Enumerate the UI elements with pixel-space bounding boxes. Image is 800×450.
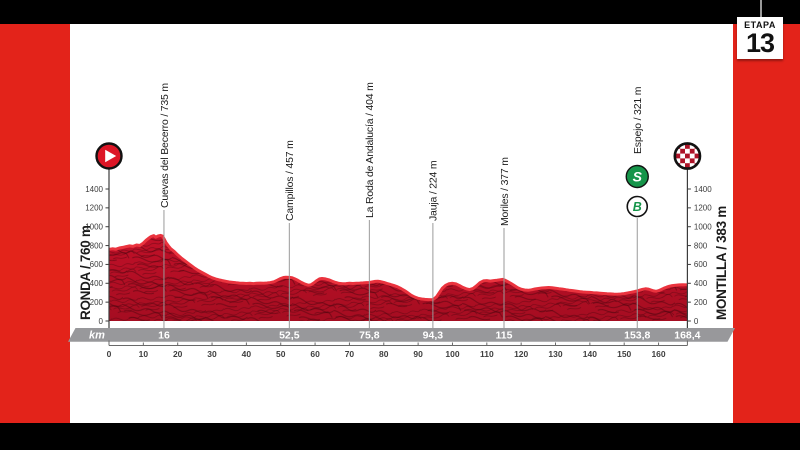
km-band-unit-label: km bbox=[89, 330, 105, 342]
badge-connector bbox=[760, 0, 762, 18]
elevation-axes: 0 0 200 200 400 400 600 600 800 800 1000 1000 1200 12… bbox=[85, 168, 712, 328]
km-tick-label: 60 bbox=[310, 349, 320, 359]
waypoint-label: Espejo / 321 m bbox=[632, 86, 644, 154]
waypoint: Campillos / 457 m bbox=[284, 140, 296, 328]
sprint-icon: S bbox=[625, 164, 649, 189]
bonus-seconds-icon: B bbox=[626, 195, 649, 218]
elevation-tick-label-left: 0 bbox=[99, 317, 104, 326]
waypoint: Espejo / 321 m S B bbox=[625, 86, 649, 328]
waypoint: Cuevas del Becerro / 735 m bbox=[159, 83, 171, 328]
elevation-tick-label-right: 200 bbox=[694, 298, 708, 307]
elevation-profile bbox=[108, 233, 688, 321]
km-marker: 94,3 bbox=[423, 330, 444, 342]
km-tick-label: 50 bbox=[276, 349, 286, 359]
km-tick-label: 0 bbox=[107, 349, 112, 359]
km-marker-finish: 168,4 bbox=[674, 330, 700, 342]
elevation-tick-label-right: 0 bbox=[694, 317, 699, 326]
elevation-tick-label-left: 800 bbox=[90, 241, 104, 250]
km-tick-label: 140 bbox=[583, 349, 597, 359]
elevation-tick-label-left: 1000 bbox=[85, 223, 103, 232]
km-tick-label: 30 bbox=[207, 349, 217, 359]
km-tick-label: 90 bbox=[413, 349, 423, 359]
km-band: km 16 52,5 75,8 94,3 115 153,8 168,4 bbox=[68, 328, 735, 342]
km-marker: 16 bbox=[158, 330, 170, 342]
km-tick-label: 150 bbox=[617, 349, 631, 359]
elevation-tick-label-right: 600 bbox=[694, 260, 708, 269]
km-marker: 115 bbox=[496, 330, 513, 342]
stage-badge-title: ETAPA bbox=[744, 20, 776, 30]
km-tick-label: 120 bbox=[514, 349, 528, 359]
waypoint: Jauja / 224 m bbox=[428, 160, 440, 328]
waypoint-label: Cuevas del Becerro / 735 m bbox=[159, 83, 171, 208]
stage-badge-number: 13 bbox=[745, 28, 775, 58]
elevation-tick-label-right: 1000 bbox=[694, 223, 712, 232]
elevation-tick-label-left: 1200 bbox=[85, 204, 103, 213]
elevation-tick-label-left: 1400 bbox=[85, 185, 103, 194]
start-label: RONDA / 760 m bbox=[78, 225, 93, 320]
waypoint-label: Jauja / 224 m bbox=[428, 160, 440, 221]
km-marker: 52,5 bbox=[279, 330, 300, 342]
km-tick-label: 40 bbox=[242, 349, 252, 359]
km-tick-label: 130 bbox=[548, 349, 562, 359]
svg-text:S: S bbox=[633, 169, 643, 185]
waypoint: Moriles / 377 m bbox=[499, 157, 511, 328]
elevation-tick-label-right: 1200 bbox=[694, 204, 712, 213]
elevation-tick-label-right: 1400 bbox=[694, 185, 712, 194]
waypoint-label: Campillos / 457 m bbox=[284, 140, 296, 221]
top-black-bar bbox=[0, 0, 800, 24]
km-tick-label: 160 bbox=[651, 349, 665, 359]
km-marker: 153,8 bbox=[624, 330, 650, 342]
finish-checkered-icon bbox=[673, 142, 702, 170]
km-tick-label: 100 bbox=[445, 349, 459, 359]
svg-text:B: B bbox=[633, 200, 642, 214]
elevation-tick-label-right: 800 bbox=[694, 241, 708, 250]
waypoint: La Roda de Andalucía / 404 m bbox=[364, 82, 376, 328]
km-tick-label: 20 bbox=[173, 349, 183, 359]
elevation-tick-label-left: 600 bbox=[90, 260, 104, 269]
start-icon bbox=[95, 142, 123, 170]
bottom-black-bar bbox=[0, 423, 800, 450]
stage-badge: ETAPA 13 bbox=[737, 17, 783, 59]
km-tick-label: 10 bbox=[139, 349, 149, 359]
km-ruler: 0 10 20 30 40 50 60 70 80 90 100 110 120 130 140 150 160 bbox=[107, 340, 688, 359]
elevation-tick-label-left: 200 bbox=[90, 298, 104, 307]
km-tick-label: 110 bbox=[480, 349, 494, 359]
finish-label: MONTILLA / 383 m bbox=[714, 206, 729, 320]
waypoint-label: La Roda de Andalucía / 404 m bbox=[364, 82, 376, 218]
km-marker: 75,8 bbox=[359, 330, 380, 342]
elevation-tick-label-left: 400 bbox=[90, 279, 104, 288]
profile-panel bbox=[70, 24, 733, 423]
km-tick-label: 70 bbox=[345, 349, 355, 359]
waypoint-label: Moriles / 377 m bbox=[499, 157, 511, 226]
elevation-tick-label-right: 400 bbox=[694, 279, 708, 288]
km-tick-label: 80 bbox=[379, 349, 389, 359]
